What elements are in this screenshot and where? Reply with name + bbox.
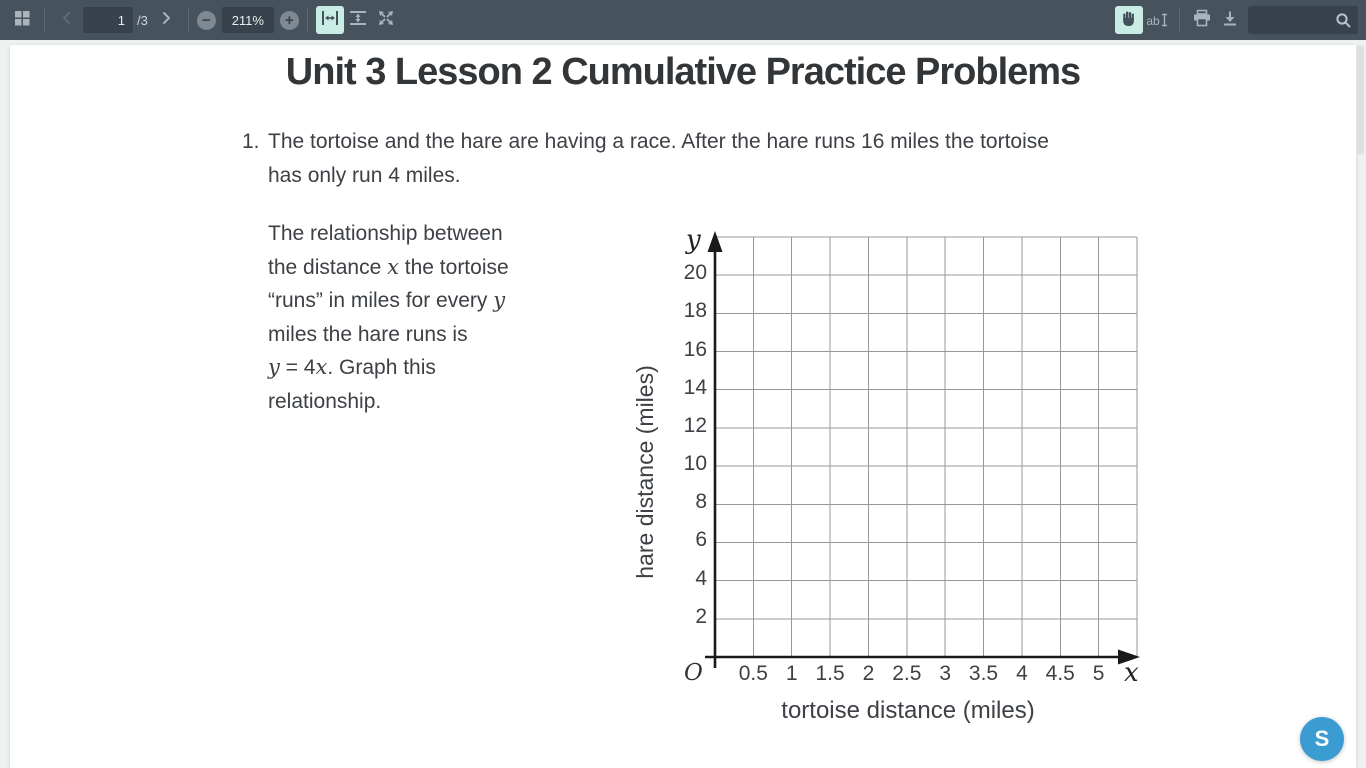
math-variable: x [387,254,399,279]
fullscreen-icon [377,9,395,32]
fit-height-button[interactable] [344,6,372,34]
next-page-button[interactable] [152,6,180,34]
plus-icon: + [284,11,294,29]
y-tick-label: 6 [695,528,707,552]
text-segment: the distance [268,255,388,279]
document-page: Unit 3 Lesson 2 Cumulative Practice Prob… [10,45,1356,768]
print-button[interactable] [1188,6,1216,34]
document-title: Unit 3 Lesson 2 Cumulative Practice Prob… [285,51,1081,93]
y-tick-label: 12 [683,413,707,437]
extension-fab-button[interactable]: S [1300,717,1344,761]
y-tick-label: 20 [683,261,707,285]
thumbnails-toggle-button[interactable] [8,6,36,34]
pdf-toolbar: /3 − + [0,0,1366,40]
problem-number: 1. [242,130,260,153]
text-segment: = 4 [279,356,316,380]
grid-icon [14,10,30,31]
x-tick-label: 1 [785,662,798,685]
graph-grid [705,231,1140,668]
x-tick-label: 4.5 [1045,662,1075,685]
previous-page-button[interactable] [53,6,81,34]
y-tick-label: 4 [695,566,707,590]
toolbar-separator [1179,8,1180,32]
toolbar-separator [306,8,308,32]
y-axis-variable: y [686,225,701,255]
x-tick-label: 1.5 [815,662,845,685]
origin-label: O [684,660,703,686]
chevron-left-icon [60,11,74,30]
description-line: “runs” in miles for every y [268,284,568,318]
minus-icon: − [201,11,211,29]
description-line: the distance x the tortoise [268,251,568,285]
fit-height-icon [349,10,367,31]
x-tick-label: 0.5 [738,662,768,685]
search-box [1248,6,1358,34]
text-select-tool-button[interactable]: ab [1143,6,1171,34]
printer-icon [1192,9,1212,32]
y-tick-label: 18 [683,299,707,323]
hand-icon [1120,9,1138,32]
search-icon[interactable] [1335,12,1352,29]
chevron-right-icon [159,11,173,30]
description-line: relationship. [268,385,568,419]
scrollbar-thumb[interactable] [1357,45,1364,155]
problem-text: The tortoise and the hare are having a r… [268,125,1198,192]
search-input[interactable] [1248,12,1335,28]
x-tick-label: 2.5 [892,662,922,685]
text-segment: . Graph this [327,356,436,380]
text-select-icon: ab [1146,13,1167,28]
y-tick-label: 2 [695,604,707,628]
zoom-out-button[interactable]: − [196,10,216,30]
download-icon [1222,10,1238,31]
y-tick-label: 8 [695,490,707,514]
toolbar-separator [187,8,189,32]
x-tick-label: 2 [862,662,875,685]
description-line: The relationship between [268,217,568,251]
math-variable: y [268,355,280,380]
math-variable: y [493,288,506,313]
text-segment: “runs” in miles for every [268,289,494,313]
fullscreen-button[interactable] [372,6,400,34]
toolbar-separator [44,8,45,32]
y-tick-label: 16 [683,337,707,361]
text-segment: relationship. [268,389,382,413]
description: The relationship between the distance x t… [268,217,568,419]
description-line: miles the hare runs is [268,318,568,352]
download-button[interactable] [1216,6,1244,34]
problem-line: The tortoise and the hare are having a r… [268,130,1049,153]
fit-width-icon [321,10,339,31]
zoom-in-button[interactable]: + [279,10,299,30]
text-segment: the tortoise [398,255,509,279]
x-tick-label: 5 [1092,662,1105,685]
x-tick-label: 4 [1016,662,1028,685]
x-axis-variable: x [1124,658,1139,688]
x-axis-arrowhead [1118,649,1140,665]
x-axis-caption: tortoise distance (miles) [781,697,1035,724]
page-number-input[interactable] [83,7,133,33]
fit-width-button[interactable] [315,6,344,34]
zoom-level-input[interactable] [221,7,274,33]
y-tick-label: 14 [683,375,707,399]
viewer-background [0,40,1366,45]
y-axis-caption: hare distance (miles) [632,365,658,579]
y-axis-arrowhead [707,231,723,252]
x-tick-label: 3.5 [968,662,999,685]
page-count-label: /3 [137,12,148,28]
problem-line: has only run 4 miles. [268,163,461,187]
text-segment: miles the hare runs is [268,322,468,346]
math-variable: x [315,355,328,380]
text-segment: The relationship between [268,222,503,245]
hand-tool-button[interactable] [1115,6,1143,34]
description-line: y = 4x. Graph this [268,351,568,385]
x-tick-label: 3 [939,662,952,685]
y-tick-label: 10 [683,452,707,476]
